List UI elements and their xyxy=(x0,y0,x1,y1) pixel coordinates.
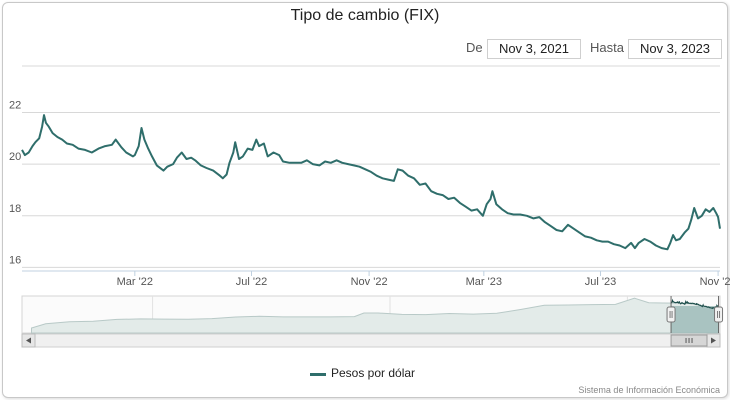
series-line-pesos-por-dolar[interactable] xyxy=(21,114,721,251)
legend-label: Pesos por dólar xyxy=(331,366,416,380)
range-to-label: Hasta xyxy=(590,40,624,55)
y-tick-label: 22 xyxy=(9,99,21,111)
range-to-input[interactable]: Nov 3, 2023 xyxy=(628,39,722,59)
navigator-handle-left[interactable] xyxy=(666,306,676,323)
navigator-selected-range[interactable] xyxy=(671,306,719,333)
y-tick-label: 18 xyxy=(9,203,21,215)
range-from-input[interactable]: Nov 3, 2021 xyxy=(487,39,581,59)
x-tick-label: Jul '22 xyxy=(236,276,267,288)
x-tick-label: Nov '23 xyxy=(700,276,730,288)
chevron-right-icon xyxy=(711,337,716,344)
x-tick-label: Mar '23 xyxy=(466,276,502,288)
x-tick-label: Nov '22 xyxy=(351,276,388,288)
legend-line-swatch xyxy=(310,373,326,376)
chevron-left-icon xyxy=(26,337,31,344)
x-tick-label: Jul '23 xyxy=(585,276,616,288)
y-tick-label: 20 xyxy=(9,151,21,163)
scrollbar-track[interactable] xyxy=(21,333,721,348)
y-tick-label: 16 xyxy=(9,254,21,266)
navigator-history-area xyxy=(31,297,720,334)
x-tick-label: Mar '22 xyxy=(117,276,153,288)
range-from-label: De xyxy=(466,40,483,55)
credits: Sistema de Información Económica xyxy=(578,385,720,395)
chart-title: Tipo de cambio (FIX) xyxy=(290,7,440,24)
navigator-selected-line xyxy=(670,298,720,310)
navigator-handle-right[interactable] xyxy=(714,306,724,323)
